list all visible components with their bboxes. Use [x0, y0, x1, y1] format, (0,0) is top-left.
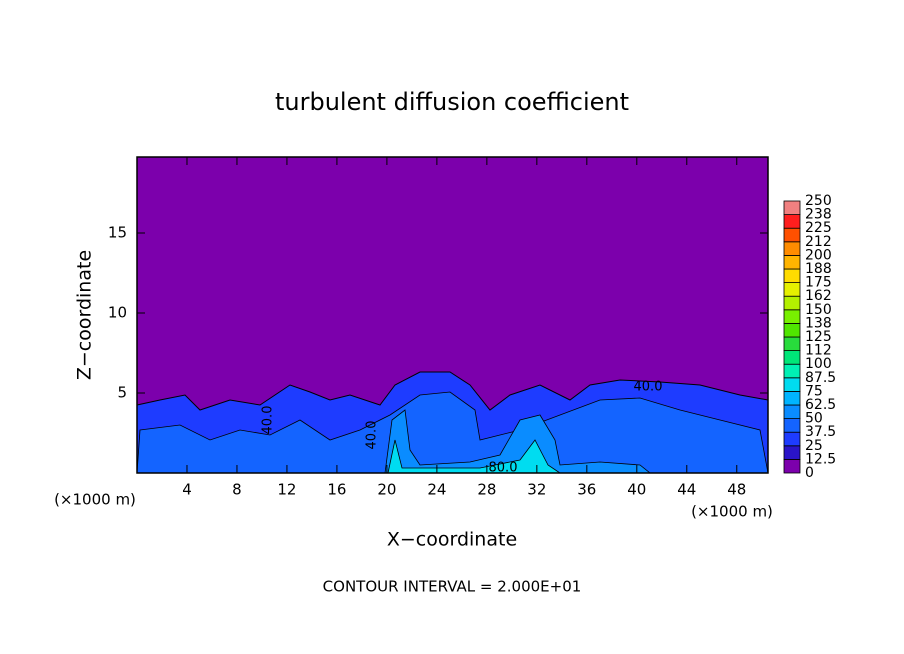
colorbar-label: 212	[805, 234, 832, 250]
contour-label: 40.0	[365, 421, 380, 450]
x-tick-label: 20	[377, 481, 396, 499]
x-tick-label: 8	[232, 481, 242, 499]
colorbar-label: 62.5	[805, 397, 836, 413]
colorbar-label: 150	[805, 302, 832, 318]
colorbar-box	[783, 336, 801, 352]
colorbar-label: 0	[805, 465, 814, 481]
x-tick-label: 32	[527, 481, 546, 499]
colorbar-label: 75	[805, 383, 823, 399]
colorbar-label: 112	[805, 343, 832, 359]
colorbar-box	[783, 214, 801, 229]
colorbar-box	[783, 431, 801, 447]
colorbar-box	[783, 418, 801, 433]
colorbar-label: 175	[805, 275, 832, 291]
x-tick-label: 36	[577, 481, 596, 499]
x-tick-label: 44	[677, 481, 696, 499]
y-tick-label: 10	[108, 304, 127, 322]
colorbar-box	[783, 322, 801, 338]
x-tick-label: 48	[727, 481, 746, 499]
colorbar-label: 125	[805, 329, 832, 345]
colorbar-box	[783, 200, 801, 216]
colorbar-box	[783, 458, 801, 474]
footer: CONTOUR INTERVAL = 2.000E+01	[323, 578, 582, 596]
contour-label: 80.0	[489, 461, 518, 476]
contour-label: 40.0	[261, 406, 276, 435]
colorbar-box	[783, 377, 801, 392]
colorbar-box	[783, 268, 801, 284]
colorbar-label: 100	[805, 356, 832, 372]
colorbar-label: 188	[805, 261, 832, 277]
colorbar-label: 37.5	[805, 424, 836, 440]
y-axis-title: Z−coordinate	[74, 250, 96, 380]
field	[136, 157, 769, 474]
x-tick-label: 12	[277, 481, 296, 499]
colorbar-label: 225	[805, 220, 832, 236]
colorbar-box	[783, 390, 801, 406]
colorbar-label: 250	[805, 193, 832, 209]
field-region	[136, 391, 769, 474]
chart-title: turbulent diffusion coefficient	[275, 88, 629, 116]
colorbar-box	[783, 350, 801, 365]
contour-label: 40.0	[634, 380, 663, 395]
colorbar-box	[783, 309, 801, 324]
colorbar-box	[783, 363, 801, 379]
colorbar-box	[783, 254, 801, 270]
colorbar-label: 87.5	[805, 370, 836, 386]
x-tick-label: 16	[327, 481, 346, 499]
x-tick-label: 28	[477, 481, 496, 499]
x-tick-label: 24	[427, 481, 446, 499]
x-tick-label: 4	[182, 481, 192, 499]
x-unit-label: (×1000 m)	[54, 491, 136, 509]
colorbar-box	[783, 295, 801, 311]
x-axis-title: X−coordinate	[387, 529, 517, 551]
colorbar-label: 138	[805, 315, 832, 331]
colorbar-label: 12.5	[805, 451, 836, 467]
colorbar-label: 50	[805, 411, 823, 427]
colorbar-box	[783, 445, 801, 460]
colorbar-label: 238	[805, 207, 832, 223]
x-unit-label: (×1000 m)	[691, 503, 773, 521]
y-tick-label: 15	[108, 224, 127, 242]
y-tick-label: 5	[117, 384, 127, 402]
plot-frame	[136, 156, 769, 474]
colorbar-label: 25	[805, 438, 823, 454]
field-region	[387, 439, 562, 474]
x-tick-label: 40	[627, 481, 646, 499]
colorbar-box	[783, 241, 801, 256]
colorbar-box	[783, 282, 801, 297]
colorbar-label: 162	[805, 288, 832, 304]
field-region	[384, 409, 652, 474]
colorbar-box	[783, 404, 801, 420]
colorbar-label: 200	[805, 247, 832, 263]
colorbar-box	[783, 227, 801, 243]
